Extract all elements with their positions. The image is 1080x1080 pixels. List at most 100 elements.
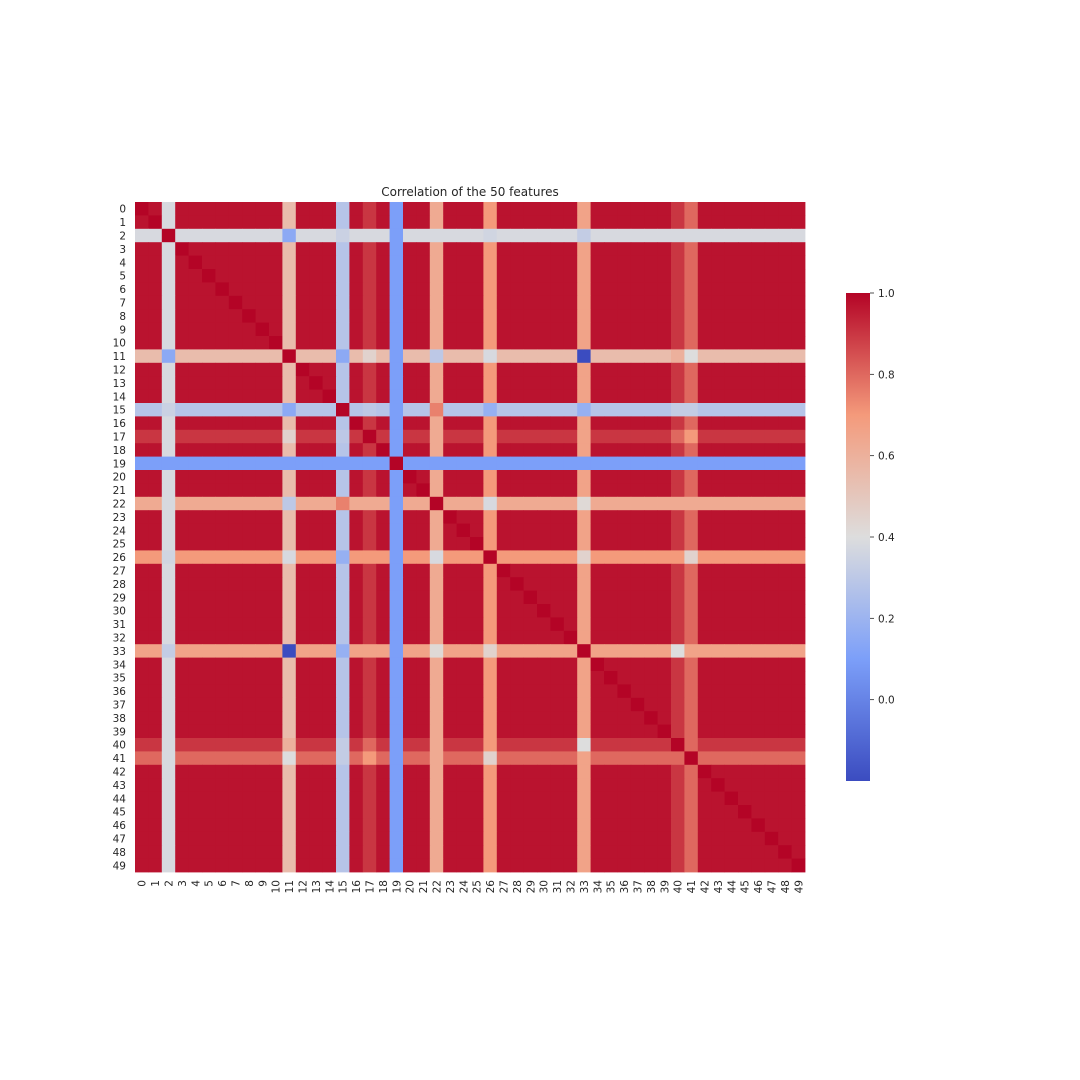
heatmap-cell (269, 456, 283, 471)
heatmap-cell (724, 362, 739, 377)
heatmap-cell (175, 456, 189, 471)
x-tick-label: 18 (378, 880, 390, 893)
heatmap-cell (148, 336, 163, 350)
heatmap-cell (336, 349, 350, 364)
heatmap-cell (483, 429, 498, 444)
heatmap-cell (322, 657, 337, 672)
heatmap-cell (349, 269, 364, 283)
heatmap-cell (510, 416, 524, 431)
heatmap-cell (416, 697, 431, 712)
y-tick-label: 23 (113, 512, 126, 524)
heatmap-cell (791, 443, 806, 457)
heatmap-cell (577, 456, 591, 471)
heatmap-cell (403, 858, 417, 873)
heatmap-cell (376, 563, 390, 578)
heatmap-cell (791, 738, 806, 752)
heatmap-cell (590, 416, 605, 431)
heatmap-cell (228, 215, 243, 230)
heatmap-cell (389, 671, 404, 685)
heatmap-cell (403, 831, 417, 846)
heatmap-cell (175, 590, 189, 605)
heatmap-cell (295, 470, 310, 484)
heatmap-cell (242, 523, 256, 538)
heatmap-cell (282, 805, 297, 819)
heatmap-cell (255, 349, 270, 364)
heatmap-cell (188, 242, 203, 256)
heatmap-cell (148, 403, 163, 417)
x-tick-label: 46 (753, 880, 765, 894)
heatmap-cell (148, 376, 163, 390)
heatmap-cell (443, 751, 457, 766)
heatmap-cell (604, 671, 618, 685)
heatmap-cell (470, 202, 484, 216)
heatmap-cell (724, 336, 739, 350)
heatmap-cell (188, 443, 203, 457)
heatmap-cell (295, 443, 310, 457)
heatmap-cell (657, 215, 672, 230)
heatmap-cell (523, 550, 538, 565)
heatmap-cell (309, 282, 323, 297)
heatmap-cell (389, 269, 404, 283)
heatmap-cell (483, 336, 498, 350)
heatmap-cell (148, 590, 163, 605)
heatmap-cell (349, 429, 364, 444)
heatmap-cell (724, 711, 739, 725)
heatmap-cell (590, 255, 605, 270)
heatmap-cell (416, 242, 431, 256)
heatmap-cell (738, 389, 752, 404)
heatmap-cell (764, 470, 779, 484)
heatmap-cell (362, 577, 377, 591)
heatmap-cell (510, 711, 524, 725)
heatmap-cell (295, 242, 310, 256)
heatmap-cell (496, 644, 511, 658)
heatmap-cell (269, 657, 283, 672)
heatmap-cell (175, 831, 189, 846)
heatmap-cell (135, 456, 149, 471)
heatmap-cell (657, 738, 672, 752)
heatmap-cell (604, 510, 618, 524)
heatmap-cell (228, 255, 243, 270)
heatmap-cell (362, 429, 377, 444)
heatmap-cell (764, 228, 779, 243)
heatmap-cell (148, 523, 163, 538)
heatmap-cell (349, 376, 364, 390)
heatmap-cell (202, 684, 216, 699)
heatmap-cell (202, 496, 216, 511)
heatmap-cell (389, 349, 404, 364)
heatmap-cell (470, 309, 484, 323)
heatmap-cell (764, 671, 779, 685)
heatmap-cell (496, 309, 511, 323)
heatmap-cell (376, 202, 390, 216)
heatmap-cell (778, 845, 792, 859)
heatmap-cell (376, 805, 390, 819)
heatmap-cell (778, 269, 792, 283)
heatmap-cell (188, 724, 203, 739)
heatmap-cell (188, 228, 203, 243)
heatmap-cell (416, 577, 431, 591)
heatmap-cell (751, 443, 766, 457)
x-tick-label: 2 (164, 880, 176, 887)
heatmap-cell (764, 336, 779, 350)
heatmap-cell (523, 697, 538, 712)
heatmap-cell (376, 845, 390, 859)
heatmap-cell (644, 671, 658, 685)
heatmap-cell (778, 791, 792, 806)
heatmap-cell (202, 818, 216, 833)
heatmap-cell (684, 282, 699, 297)
heatmap-cell (778, 818, 792, 833)
heatmap-cell (617, 255, 632, 270)
heatmap-cell (336, 711, 350, 725)
heatmap-cell (738, 228, 752, 243)
heatmap-cell (215, 336, 230, 350)
heatmap-cell (443, 764, 457, 779)
heatmap-cell (791, 563, 806, 578)
heatmap-cell (175, 255, 189, 270)
heatmap-cell (416, 845, 431, 859)
heatmap-cell (336, 644, 350, 658)
heatmap-cell (751, 818, 766, 833)
heatmap-cell (711, 684, 725, 699)
heatmap-cell (349, 711, 364, 725)
heatmap-cell (309, 429, 323, 444)
heatmap-cell (202, 671, 216, 685)
heatmap-cell (537, 349, 551, 364)
